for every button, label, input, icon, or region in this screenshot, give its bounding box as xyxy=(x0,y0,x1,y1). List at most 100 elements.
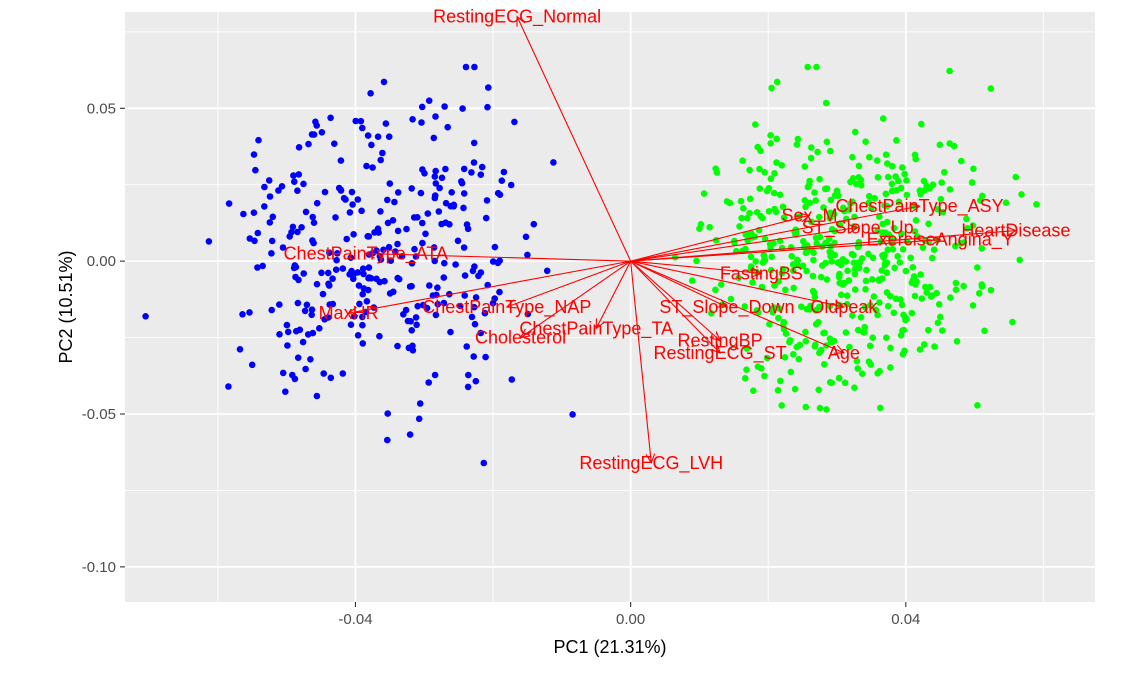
point-group-0 xyxy=(441,103,448,110)
point-group-0 xyxy=(447,328,454,336)
point-group-1 xyxy=(970,165,977,173)
point-group-1 xyxy=(895,198,903,206)
point-group-0 xyxy=(430,244,438,251)
point-group-1 xyxy=(835,273,843,281)
point-group-1 xyxy=(854,365,862,372)
point-group-0 xyxy=(346,209,354,216)
point-group-0 xyxy=(326,249,333,256)
point-group-1 xyxy=(968,179,976,186)
point-group-1 xyxy=(952,242,959,250)
point-group-0 xyxy=(301,307,309,315)
point-group-1 xyxy=(938,179,945,186)
point-group-1 xyxy=(892,295,900,303)
point-group-0 xyxy=(331,140,338,147)
point-group-0 xyxy=(309,237,316,244)
point-group-0 xyxy=(360,285,368,292)
point-group-1 xyxy=(867,361,874,368)
point-group-1 xyxy=(855,162,863,170)
point-group-1 xyxy=(766,320,773,328)
point-group-0 xyxy=(365,274,372,282)
loading-arrowhead xyxy=(347,306,359,317)
point-group-1 xyxy=(887,344,894,352)
point-group-0 xyxy=(460,244,468,251)
point-group-0 xyxy=(496,191,504,198)
point-group-1 xyxy=(937,313,944,321)
point-group-0 xyxy=(283,321,291,329)
point-group-0 xyxy=(377,208,384,215)
loading-arrow xyxy=(630,214,810,262)
point-group-1 xyxy=(827,209,834,217)
point-group-1 xyxy=(889,162,896,170)
point-group-0 xyxy=(343,235,351,243)
point-group-0 xyxy=(261,203,268,210)
point-group-0 xyxy=(434,284,441,292)
point-group-0 xyxy=(294,228,301,236)
point-group-1 xyxy=(799,262,807,270)
point-group-1 xyxy=(827,147,834,155)
point-group-0 xyxy=(389,217,397,224)
point-group-1 xyxy=(911,228,919,235)
point-group-1 xyxy=(756,185,764,192)
point-group-0 xyxy=(295,144,303,151)
point-group-1 xyxy=(822,259,829,267)
point-group-0 xyxy=(471,263,478,270)
point-group-0 xyxy=(418,103,426,111)
point-group-0 xyxy=(295,171,303,178)
point-group-1 xyxy=(741,303,749,310)
point-group-0 xyxy=(307,356,314,363)
point-group-0 xyxy=(477,269,485,276)
point-group-1 xyxy=(841,379,849,387)
point-group-0 xyxy=(240,210,247,218)
loading-arrowhead xyxy=(834,300,846,310)
point-group-1 xyxy=(899,164,906,171)
point-group-1 xyxy=(713,169,721,176)
point-group-1 xyxy=(763,354,771,362)
gridlines xyxy=(125,12,1095,602)
point-group-0 xyxy=(460,190,468,197)
loading-label: RestingECG_ST xyxy=(654,343,787,364)
point-group-1 xyxy=(867,301,874,309)
point-group-0 xyxy=(364,132,372,139)
point-group-1 xyxy=(901,170,908,178)
point-group-0 xyxy=(384,436,391,444)
point-group-0 xyxy=(305,140,312,148)
point-group-0 xyxy=(423,304,431,312)
point-group-1 xyxy=(697,221,705,228)
point-group-1 xyxy=(789,261,797,268)
loading-arrowhead xyxy=(847,224,859,234)
point-group-1 xyxy=(835,374,843,382)
point-group-0 xyxy=(356,300,363,308)
point-group-1 xyxy=(761,169,768,176)
loading-label: ChestPainType_ATA xyxy=(284,244,448,265)
point-group-0 xyxy=(452,261,459,268)
point-group-1 xyxy=(772,208,780,216)
point-group-0 xyxy=(324,314,332,321)
point-group-1 xyxy=(791,385,799,393)
point-group-1 xyxy=(896,259,904,266)
point-group-1 xyxy=(862,138,869,145)
point-group-0 xyxy=(440,274,448,281)
loading-arrow xyxy=(516,16,632,262)
point-group-1 xyxy=(739,157,746,164)
point-group-0 xyxy=(500,168,508,176)
point-group-1 xyxy=(800,238,807,245)
point-group-1 xyxy=(828,258,835,265)
point-group-0 xyxy=(472,294,480,301)
point-group-0 xyxy=(354,196,362,203)
point-group-1 xyxy=(882,190,890,198)
point-group-0 xyxy=(303,301,311,309)
point-group-1 xyxy=(877,404,884,412)
point-group-0 xyxy=(380,246,387,254)
point-group-1 xyxy=(765,185,773,192)
point-group-0 xyxy=(250,209,258,216)
point-group-1 xyxy=(827,196,835,204)
point-group-1 xyxy=(804,63,811,71)
point-group-0 xyxy=(321,188,329,196)
loading-arrow xyxy=(630,226,858,262)
point-group-0 xyxy=(368,141,375,149)
point-group-1 xyxy=(806,246,814,253)
point-group-1 xyxy=(930,246,938,253)
point-group-1 xyxy=(922,283,929,291)
point-group-0 xyxy=(438,220,445,228)
point-group-0 xyxy=(392,248,399,255)
